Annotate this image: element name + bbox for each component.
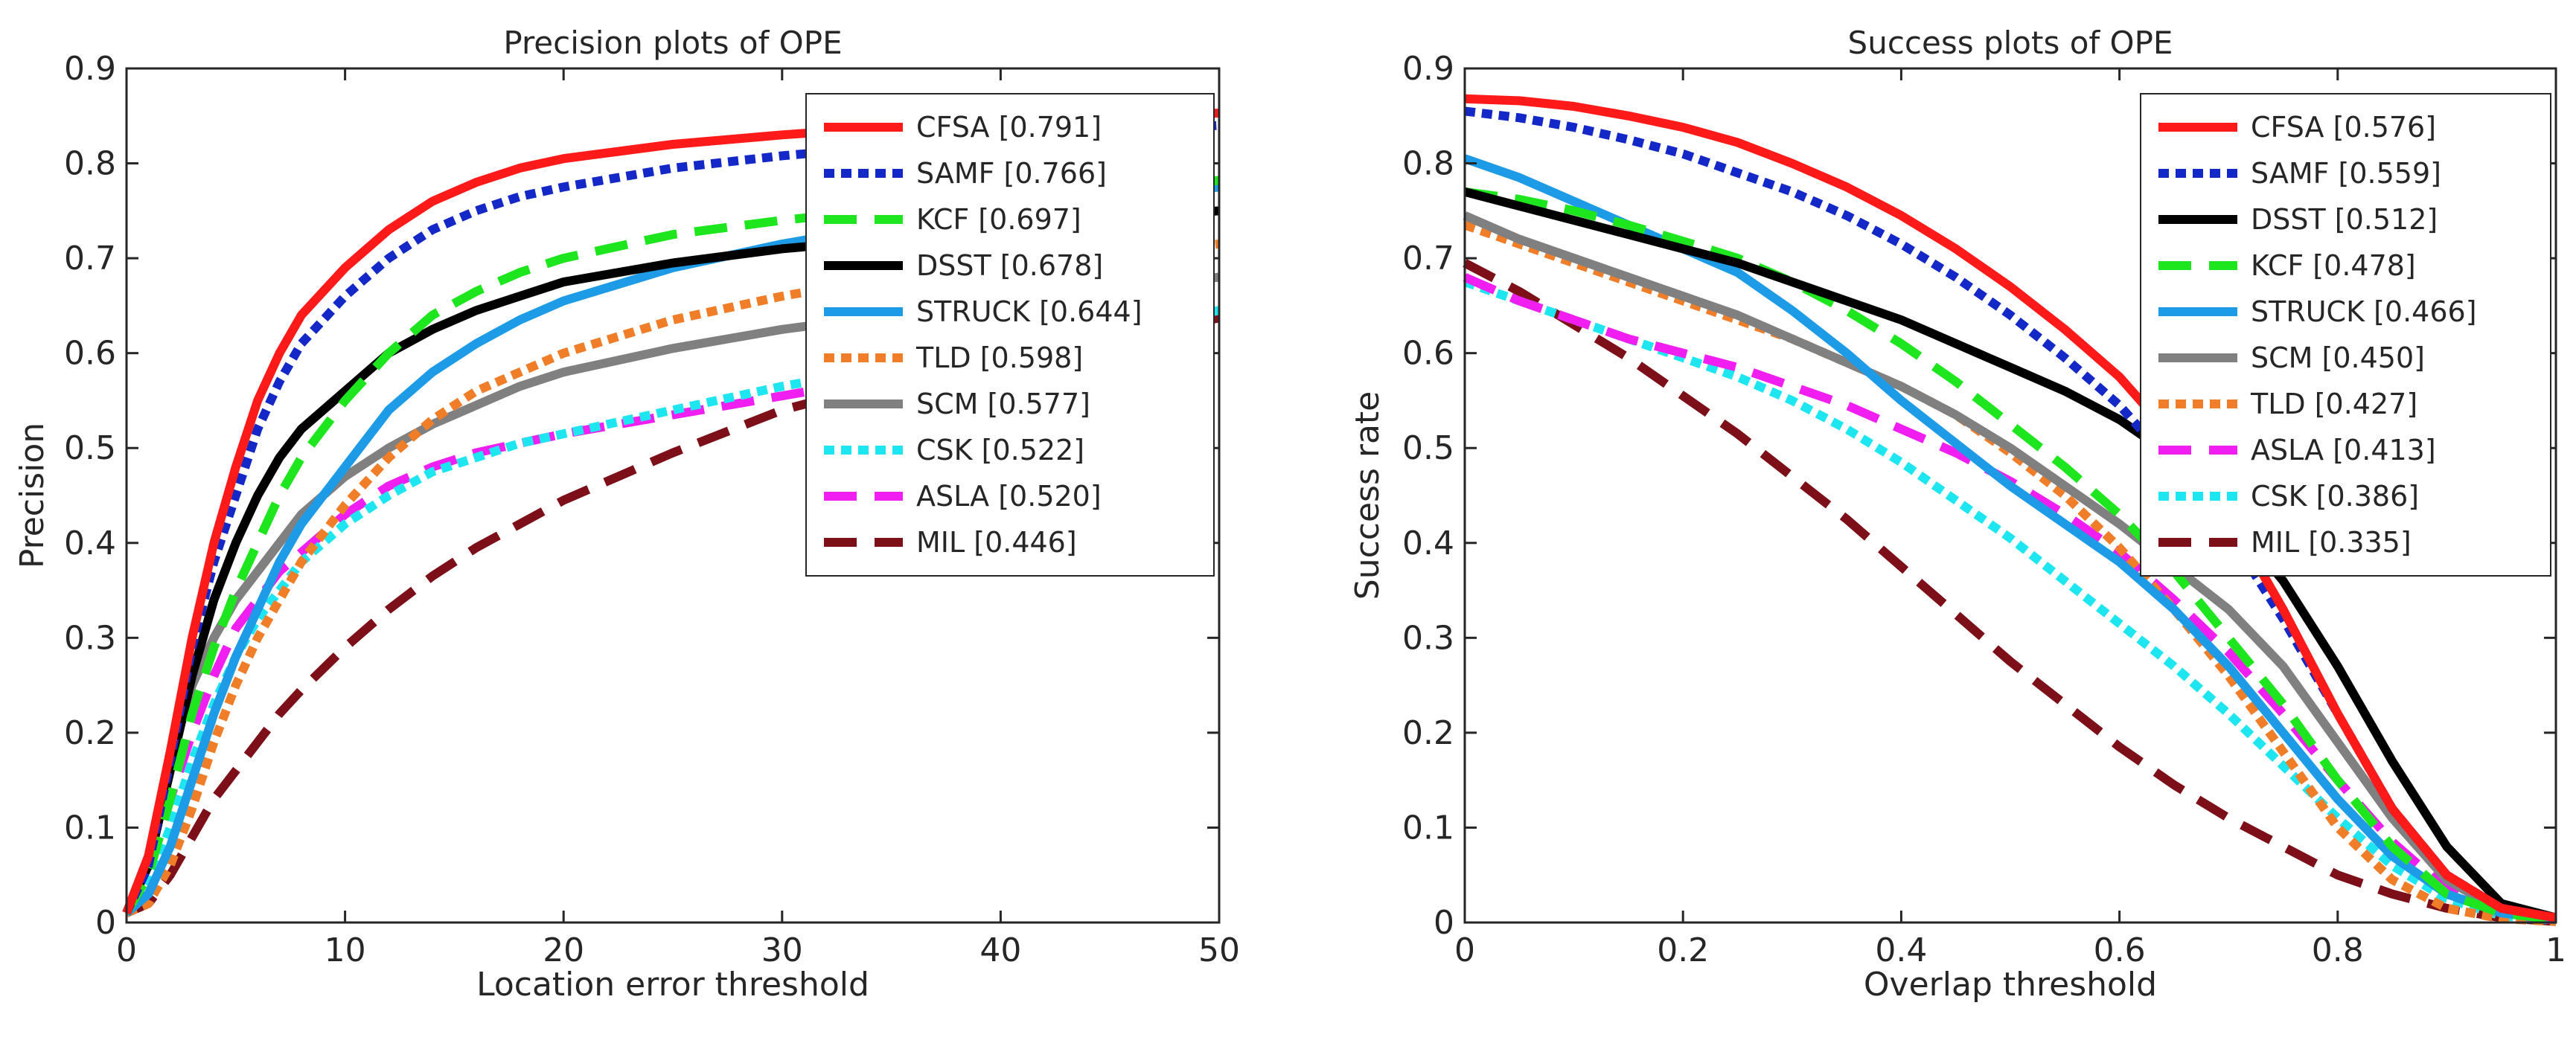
legend-box bbox=[805, 93, 1215, 577]
x-tick-label: 1 bbox=[2545, 931, 2566, 969]
series-line-kcf bbox=[1464, 187, 2557, 925]
series-line-csk bbox=[1463, 277, 2557, 925]
legend-label-asla: ASLA [0.520] bbox=[916, 480, 1102, 513]
legend-label-scm: SCM [0.577] bbox=[916, 388, 1090, 420]
series-line-asla bbox=[122, 315, 1221, 916]
legend-label-struck: STRUCK [0.466] bbox=[2251, 295, 2477, 328]
legend-label-struck: STRUCK [0.644] bbox=[916, 295, 1142, 328]
x-tick-label: 50 bbox=[1198, 931, 1240, 969]
series-layer bbox=[1463, 94, 2557, 926]
series-line-tld bbox=[1463, 220, 2557, 926]
y-tick-label: 0.5 bbox=[64, 429, 116, 467]
x-tick-label: 0 bbox=[116, 931, 137, 969]
legend-label-tld: TLD [0.598] bbox=[915, 341, 1083, 374]
plot-frame bbox=[125, 67, 1221, 924]
y-tick-label: 0.2 bbox=[1402, 714, 1454, 752]
chart-title: Success plots of OPE bbox=[1848, 25, 2173, 61]
x-tick-label: 40 bbox=[979, 931, 1021, 969]
y-axis-label: Precision bbox=[13, 423, 51, 568]
legend-label-mil: MIL [0.335] bbox=[2251, 526, 2412, 559]
x-tick-label: 0.6 bbox=[2094, 931, 2146, 969]
x-tick-label: 0.8 bbox=[2312, 931, 2364, 969]
series-line-dsst bbox=[1463, 187, 2557, 923]
y-tick-label: 0.9 bbox=[64, 50, 116, 88]
y-tick-label: 0.6 bbox=[1402, 335, 1454, 373]
x-tick-label: 0 bbox=[1454, 931, 1475, 969]
y-tick-label: 0.1 bbox=[64, 809, 116, 847]
series-line-tld bbox=[124, 240, 1220, 917]
legend-label-mil: MIL [0.446] bbox=[916, 526, 1077, 559]
y-tick-label: 0.9 bbox=[1402, 50, 1454, 88]
plot-frame bbox=[1463, 67, 2557, 924]
series-line-csk bbox=[123, 306, 1221, 916]
legend-label-tld: TLD [0.427] bbox=[2250, 388, 2417, 420]
y-tick-label: 0.5 bbox=[1402, 429, 1454, 467]
y-axis-label: Success rate bbox=[1349, 391, 1387, 600]
legend-box bbox=[2140, 93, 2551, 577]
legend-label-cfsa: CFSA [0.791] bbox=[916, 111, 1102, 144]
x-tick-label: 20 bbox=[543, 931, 584, 969]
legend-label-csk: CSK [0.522] bbox=[916, 434, 1084, 466]
y-tick-label: 0.4 bbox=[1402, 524, 1454, 562]
x-tick-label: 10 bbox=[325, 931, 366, 969]
y-tick-label: 0 bbox=[95, 904, 116, 942]
legend: CFSA [0.791] SAMF [0.766] KCF [0.697] DSST … bbox=[805, 93, 1215, 577]
x-tick-label: 30 bbox=[761, 931, 803, 969]
precision-chart: Precision plots of OPE Location error th… bbox=[13, 25, 1240, 1004]
chart-title: Precision plots of OPE bbox=[503, 25, 842, 61]
ticks-layer: 0 10 20 30 40 50 0 0.1 0.2 0.3 0.4 0.5 0.6 0.7 0.8 0.9 bbox=[64, 50, 1240, 969]
y-tick-label: 0.6 bbox=[64, 335, 116, 373]
y-tick-label: 0 bbox=[1434, 904, 1454, 942]
series-line-struck bbox=[1463, 154, 2557, 925]
legend: CFSA [0.576] SAMF [0.559] DSST [0.512] KCF … bbox=[2140, 93, 2551, 577]
legend-label-dsst: DSST [0.512] bbox=[2251, 203, 2438, 236]
y-tick-label: 0.7 bbox=[1402, 240, 1454, 277]
series-line-cfsa bbox=[1464, 94, 2557, 923]
legend-label-samf: SAMF [0.559] bbox=[2251, 157, 2441, 190]
y-tick-label: 0.2 bbox=[64, 714, 116, 752]
y-tick-label: 0.3 bbox=[1402, 619, 1454, 657]
series-line-mil bbox=[1463, 259, 2557, 926]
legend-label-kcf: KCF [0.697] bbox=[916, 203, 1081, 236]
success-chart: Success plots of OPE Overlap threshold S… bbox=[1349, 25, 2566, 1004]
x-tick-label: 0.4 bbox=[1875, 931, 1927, 969]
legend-label-kcf: KCF [0.478] bbox=[2251, 249, 2416, 282]
x-tick-label: 0.2 bbox=[1657, 931, 1709, 969]
legend-label-cfsa: CFSA [0.576] bbox=[2251, 111, 2436, 144]
y-tick-label: 0.8 bbox=[1402, 145, 1454, 183]
ticks-layer: 0 0.2 0.4 0.6 0.8 1 0 0.1 0.2 0.3 0.4 0.5 0.6 0.7 0.8 0… bbox=[1402, 50, 2566, 969]
legend-label-scm: SCM [0.450] bbox=[2251, 341, 2425, 374]
legend-label-asla: ASLA [0.413] bbox=[2251, 434, 2436, 466]
legend-label-dsst: DSST [0.678] bbox=[916, 249, 1103, 282]
y-tick-label: 0.4 bbox=[64, 524, 116, 562]
y-tick-label: 0.8 bbox=[64, 145, 116, 183]
legend-label-samf: SAMF [0.766] bbox=[916, 157, 1107, 190]
x-axis-label: Overlap threshold bbox=[1864, 966, 2157, 1004]
y-tick-label: 0.7 bbox=[64, 240, 116, 277]
legend-label-csk: CSK [0.386] bbox=[2251, 480, 2419, 513]
x-axis-label: Location error threshold bbox=[476, 966, 869, 1004]
y-tick-label: 0.3 bbox=[64, 619, 116, 657]
series-line-scm bbox=[1463, 211, 2557, 925]
y-tick-label: 0.1 bbox=[1402, 809, 1454, 847]
